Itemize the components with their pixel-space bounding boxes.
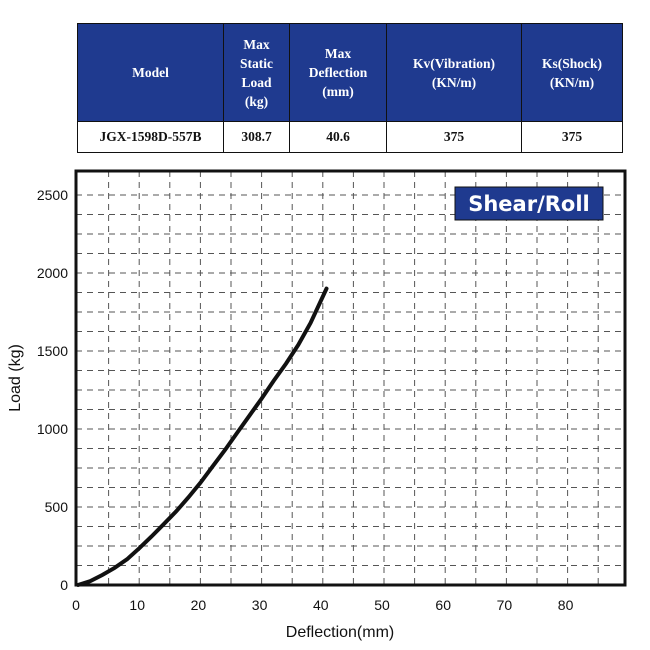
header-line: (KN/m) bbox=[431, 74, 477, 90]
y-tick-label: 0 bbox=[60, 577, 68, 593]
shear-roll-badge: Shear/Roll bbox=[454, 186, 604, 221]
header-line: (kg) bbox=[244, 93, 269, 109]
badge-label: Shear/Roll bbox=[468, 192, 590, 216]
x-tick-label: 70 bbox=[497, 597, 513, 613]
plot-frame bbox=[74, 169, 627, 587]
header-model: Model bbox=[77, 23, 224, 122]
y-tick-label: 1500 bbox=[37, 343, 68, 359]
grid bbox=[76, 171, 625, 585]
x-tick-label: 20 bbox=[191, 597, 207, 613]
cell-ks: 375 bbox=[521, 121, 623, 153]
spec-data-row: JGX-1598D-557B 308.7 40.6 375 375 bbox=[77, 121, 623, 153]
load-deflection-curve bbox=[76, 286, 329, 587]
x-tick-label: 10 bbox=[129, 597, 145, 613]
x-axis-title: Deflection(mm) bbox=[286, 624, 394, 641]
x-tick-label: 40 bbox=[313, 597, 329, 613]
header-line: Ks(Shock) bbox=[541, 55, 602, 71]
cell-max-deflection: 40.6 bbox=[289, 121, 387, 153]
header-line: (KN/m) bbox=[549, 74, 595, 90]
x-tick-label: 0 bbox=[72, 597, 80, 613]
y-tick-label: 1000 bbox=[37, 421, 68, 437]
header-line: Deflection bbox=[308, 65, 368, 80]
x-tick-label: 60 bbox=[435, 597, 451, 613]
spec-table: Model Max Static Load (kg) Max Deflectio… bbox=[77, 23, 623, 153]
x-tick-label: 30 bbox=[252, 597, 268, 613]
x-axis-ticks: 0 10 20 30 40 50 60 70 80 bbox=[72, 597, 573, 613]
header-model-label: Model bbox=[132, 65, 169, 80]
cell-kv: 375 bbox=[386, 121, 522, 153]
y-tick-label: 2000 bbox=[37, 265, 68, 281]
header-line: Load bbox=[241, 74, 272, 90]
badge-background bbox=[454, 186, 604, 221]
y-axis-ticks: 0 500 1000 1500 2000 2500 bbox=[37, 187, 68, 593]
cell-max-static-load: 308.7 bbox=[223, 121, 290, 153]
y-tick-label: 2500 bbox=[37, 187, 68, 203]
y-tick-label: 500 bbox=[45, 499, 69, 515]
x-tick-label: 50 bbox=[374, 597, 390, 613]
header-line: (mm) bbox=[322, 84, 354, 99]
header-line: Max bbox=[243, 36, 270, 52]
header-line: Static bbox=[240, 55, 273, 71]
header-line: Max bbox=[324, 46, 352, 61]
header-max-deflection: Max Deflection (mm) bbox=[289, 23, 387, 122]
header-ks: Ks(Shock) (KN/m) bbox=[521, 23, 623, 122]
y-axis-title: Load (kg) bbox=[7, 344, 24, 412]
header-line: Kv(Vibration) bbox=[413, 55, 495, 71]
spec-header-row: Model Max Static Load (kg) Max Deflectio… bbox=[77, 23, 623, 122]
x-tick-label: 80 bbox=[558, 597, 574, 613]
